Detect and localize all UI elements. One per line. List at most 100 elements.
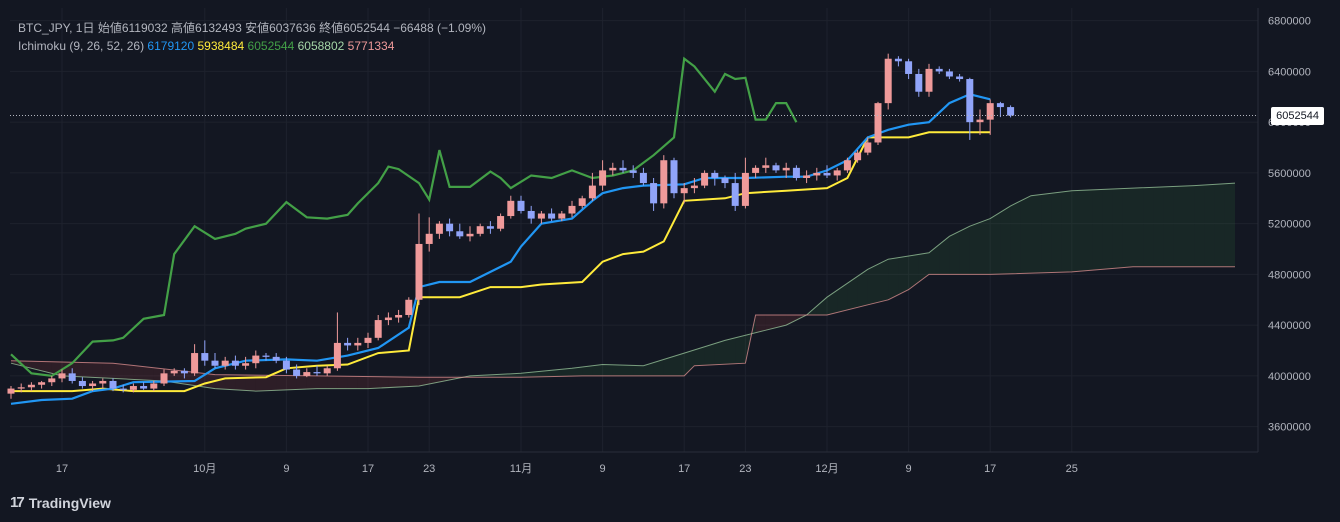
- candle-body: [874, 103, 882, 143]
- candle-body: [109, 380, 117, 389]
- candle-body: [711, 172, 719, 178]
- candle-body: [211, 360, 219, 366]
- candle: [180, 368, 188, 379]
- cloud-segment: [745, 314, 756, 364]
- candle-body: [670, 160, 678, 194]
- candle-body: [262, 355, 270, 357]
- ichimoku-lines: [10, 56, 991, 405]
- time-tick-label: 9: [283, 463, 289, 475]
- cloud-segment: [245, 374, 256, 392]
- candle: [680, 183, 688, 204]
- candle: [374, 314, 382, 341]
- cloud-segment: [704, 343, 715, 366]
- candle-body: [221, 360, 229, 366]
- tenkan-value: 6179120: [147, 39, 195, 53]
- time-tick-label: 23: [739, 463, 751, 475]
- candle: [303, 368, 311, 378]
- candle: [211, 353, 219, 369]
- cloud-segment: [541, 370, 552, 377]
- price-tick-label: 3600000: [1268, 422, 1311, 434]
- cloud-segment: [102, 362, 113, 379]
- candle: [935, 66, 943, 74]
- cloud-segment: [714, 340, 725, 365]
- cloud-segment: [786, 314, 797, 326]
- cloud-segment: [980, 218, 991, 275]
- cloud-segment: [510, 373, 521, 378]
- cloud-segment: [1031, 194, 1042, 274]
- candle-body: [945, 71, 953, 77]
- cloud-segment: [918, 252, 929, 283]
- price-axis[interactable]: 3600000 4000000 4400000 4800000 5200000 56000…: [1268, 16, 1311, 434]
- candle-body: [333, 342, 341, 369]
- time-tick-label: 17: [362, 463, 374, 475]
- cloud-segment: [531, 371, 542, 377]
- candle-body: [415, 243, 423, 300]
- cloud-segment: [255, 375, 266, 392]
- cloud-segment: [1010, 200, 1021, 274]
- candle: [711, 170, 719, 186]
- candle-body: [395, 314, 403, 318]
- candle: [293, 364, 301, 379]
- tradingview-branding[interactable]: 17 TradingView: [10, 494, 111, 511]
- cloud-segment: [1143, 187, 1154, 267]
- ichimoku-label[interactable]: Ichimoku (9, 26, 52, 26): [18, 39, 145, 53]
- candle-body: [446, 223, 454, 232]
- candle: [976, 109, 984, 135]
- candle: [813, 167, 821, 181]
- candle-body: [823, 172, 831, 176]
- candle: [48, 375, 56, 387]
- candle: [792, 165, 800, 181]
- candle: [354, 337, 362, 351]
- symbol-label[interactable]: BTC_JPY, 1日: [18, 21, 95, 35]
- candle: [323, 365, 331, 376]
- candle: [843, 157, 851, 173]
- candle: [38, 380, 46, 389]
- close-value: 6052544: [343, 21, 390, 35]
- candle: [772, 162, 780, 173]
- candle-body: [905, 61, 913, 74]
- candle: [996, 101, 1004, 118]
- candle: [231, 355, 239, 370]
- candle: [690, 177, 698, 194]
- price-tick-label: 6800000: [1268, 16, 1311, 28]
- candle-body: [7, 388, 15, 394]
- candle-body: [405, 299, 413, 315]
- cloud-segment: [582, 365, 593, 376]
- candle: [466, 226, 474, 242]
- cloud-segment: [1122, 188, 1133, 268]
- candle-body: [996, 103, 1004, 108]
- cloud-segment: [1163, 186, 1174, 267]
- cloud-segment: [572, 367, 583, 377]
- candle: [282, 356, 290, 374]
- candle-body: [38, 382, 46, 385]
- price-tick-label: 4000000: [1268, 371, 1311, 383]
- time-axis[interactable]: 17 10月 9 17 23 11月 9 17 23 12月 9 17 25: [56, 463, 1078, 475]
- time-tick-label: 9: [600, 463, 606, 475]
- candle-body: [639, 172, 647, 184]
- cloud-segment: [888, 257, 899, 300]
- cloud-segment: [92, 362, 103, 378]
- candle: [650, 177, 658, 211]
- candle: [160, 369, 168, 387]
- candle: [854, 150, 862, 163]
- candle: [782, 162, 790, 178]
- candle: [741, 157, 749, 209]
- time-tick-label: 25: [1066, 463, 1078, 475]
- candle: [966, 77, 974, 140]
- time-tick-label: 23: [423, 463, 435, 475]
- candle-body: [140, 386, 148, 389]
- candle: [986, 99, 994, 135]
- cloud-segment: [1092, 189, 1103, 271]
- candle-body: [435, 223, 443, 234]
- candle: [344, 337, 352, 351]
- candle: [588, 172, 596, 201]
- candle-body: [466, 233, 474, 237]
- candle: [272, 353, 280, 364]
- candle-body: [119, 388, 127, 390]
- candle-body: [160, 373, 168, 384]
- candle: [58, 369, 66, 383]
- price-tick-label: 6400000: [1268, 66, 1311, 78]
- cloud-segment: [551, 369, 562, 377]
- candle-body: [354, 342, 362, 346]
